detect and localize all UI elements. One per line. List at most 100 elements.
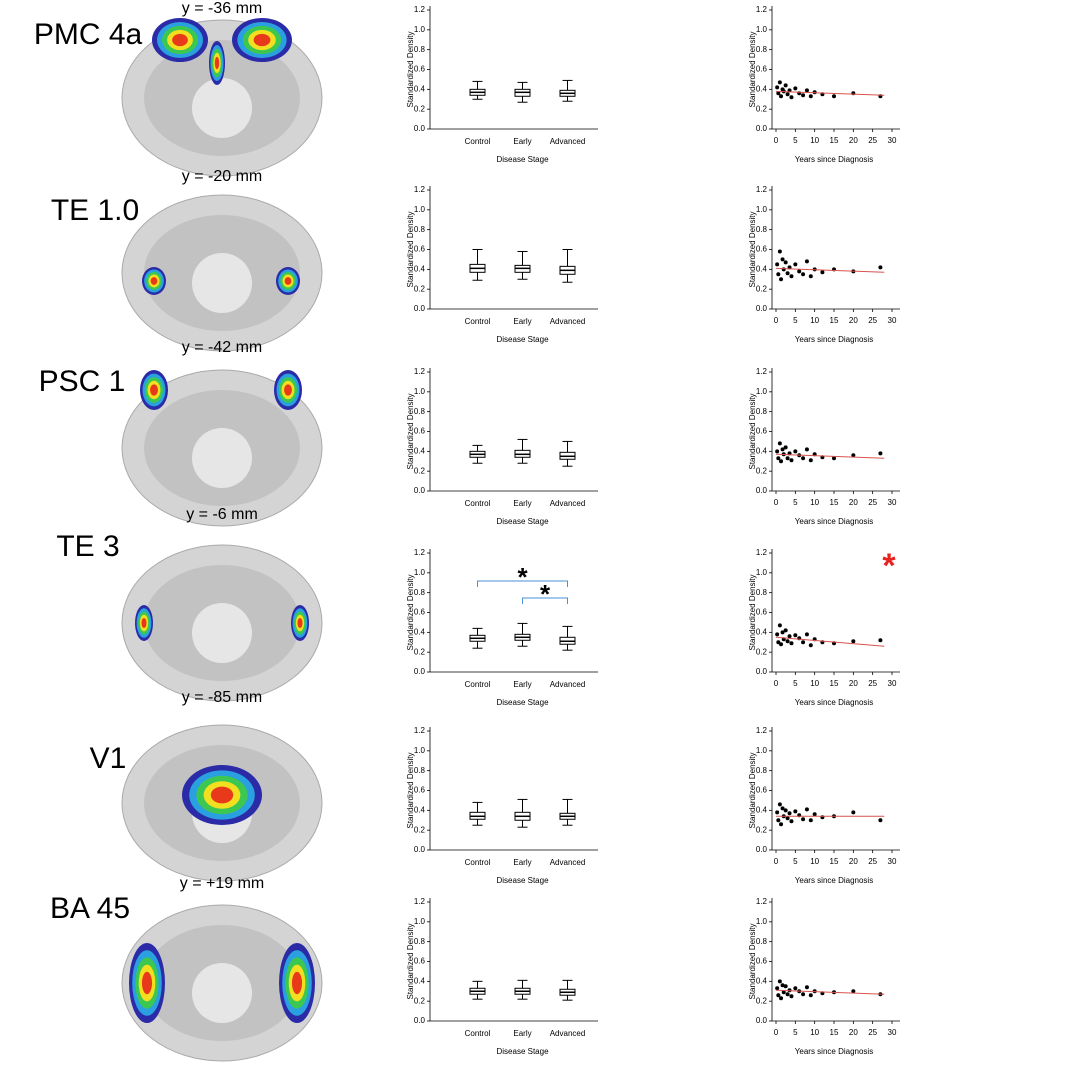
y-axis-label: Standardized Density (748, 211, 757, 287)
y-tick-label: 1.0 (756, 746, 768, 755)
x-axis-label: Years since Diagnosis (795, 1047, 873, 1056)
point (785, 456, 790, 461)
y-tick-label: 0.0 (756, 1016, 768, 1025)
point (797, 269, 802, 274)
y-axis-label: Standardized Density (406, 752, 415, 828)
y-tick-label: 1.0 (414, 568, 426, 577)
y-tick-label: 1.0 (414, 25, 426, 34)
y-tick-label: 0.8 (414, 225, 426, 234)
activation-blob (291, 971, 303, 995)
point (808, 818, 813, 823)
y-tick-label: 1.0 (756, 205, 768, 214)
y-tick-label: 1.2 (414, 185, 426, 194)
point (808, 458, 813, 463)
significance-bracket (522, 597, 568, 604)
slice-label: y = +19 mm (180, 875, 264, 892)
x-tick-label: 5 (793, 498, 798, 507)
point (851, 639, 856, 644)
point (878, 451, 883, 456)
y-tick-label: 0.2 (414, 647, 426, 656)
slice-label: y = -42 mm (182, 339, 262, 356)
activation-blob (284, 277, 292, 285)
point (789, 458, 794, 463)
x-tick-label: 20 (849, 498, 858, 507)
y-tick-label: 1.2 (414, 726, 426, 735)
x-tick-label: 5 (793, 679, 798, 688)
point (779, 94, 784, 99)
brain-core (192, 78, 252, 138)
y-tick-label: 0.6 (756, 65, 768, 74)
y-tick-label: 1.2 (414, 897, 426, 906)
x-tick-label: 0 (774, 1028, 779, 1037)
point (801, 992, 806, 997)
y-tick-label: 1.2 (414, 5, 426, 14)
x-tick-label: 15 (830, 316, 839, 325)
point (851, 453, 856, 458)
point (801, 93, 806, 98)
x-tick-label: Early (513, 499, 531, 508)
region-label: PMC 4a (34, 18, 143, 51)
y-tick-label: 1.0 (414, 205, 426, 214)
point (787, 811, 792, 816)
point (783, 445, 788, 450)
point (775, 262, 780, 267)
point (804, 632, 809, 637)
x-tick-label: Advanced (550, 137, 586, 146)
brain-core (192, 428, 252, 488)
point (820, 270, 825, 275)
y-tick-label: 0.0 (756, 486, 768, 495)
point (801, 456, 806, 461)
x-tick-label: 10 (810, 857, 819, 866)
x-tick-label: 25 (868, 679, 877, 688)
y-tick-label: 1.2 (756, 897, 768, 906)
activation-blob (214, 56, 220, 70)
activation-blob (150, 277, 158, 285)
x-tick-label: 10 (810, 136, 819, 145)
y-axis-label: Standardized Density (406, 393, 415, 469)
x-tick-label: 15 (830, 498, 839, 507)
point (789, 641, 794, 646)
y-tick-label: 0.8 (756, 766, 768, 775)
point (878, 265, 883, 270)
point (777, 802, 782, 807)
x-tick-label: 25 (868, 316, 877, 325)
point (804, 88, 809, 93)
y-tick-label: 0.2 (756, 825, 768, 834)
point (789, 819, 794, 824)
y-tick-label: 0.8 (414, 766, 426, 775)
y-tick-label: 0.8 (756, 45, 768, 54)
region-label: TE 3 (56, 530, 119, 563)
y-tick-label: 0.6 (414, 65, 426, 74)
x-tick-label: Early (513, 137, 531, 146)
y-axis-label: Standardized Density (406, 211, 415, 287)
x-axis-label: Disease Stage (496, 698, 549, 707)
slice-label: y = -85 mm (182, 689, 262, 706)
point (779, 996, 784, 1001)
x-tick-label: 30 (888, 857, 897, 866)
y-tick-label: 1.2 (756, 367, 768, 376)
x-tick-label: 30 (888, 498, 897, 507)
y-tick-label: 1.0 (414, 387, 426, 396)
x-tick-label: Early (513, 858, 531, 867)
point (832, 94, 836, 99)
brain-core (192, 963, 252, 1023)
trend-line (775, 453, 885, 459)
y-tick-label: 0.6 (414, 245, 426, 254)
x-tick-label: 30 (888, 679, 897, 688)
x-tick-label: 0 (774, 679, 779, 688)
y-tick-label: 0.6 (756, 608, 768, 617)
point (785, 271, 790, 276)
x-tick-label: 10 (810, 1028, 819, 1037)
y-tick-label: 0.6 (414, 427, 426, 436)
x-tick-label: 0 (774, 498, 779, 507)
x-tick-label: Advanced (550, 1029, 586, 1038)
x-axis-label: Years since Diagnosis (795, 155, 873, 164)
point (775, 632, 780, 637)
x-tick-label: 15 (830, 857, 839, 866)
x-tick-label: Control (465, 499, 491, 508)
point (777, 979, 782, 984)
y-tick-label: 0.8 (414, 937, 426, 946)
y-tick-label: 0.8 (756, 937, 768, 946)
y-tick-label: 0.2 (756, 466, 768, 475)
y-tick-label: 0.8 (756, 225, 768, 234)
